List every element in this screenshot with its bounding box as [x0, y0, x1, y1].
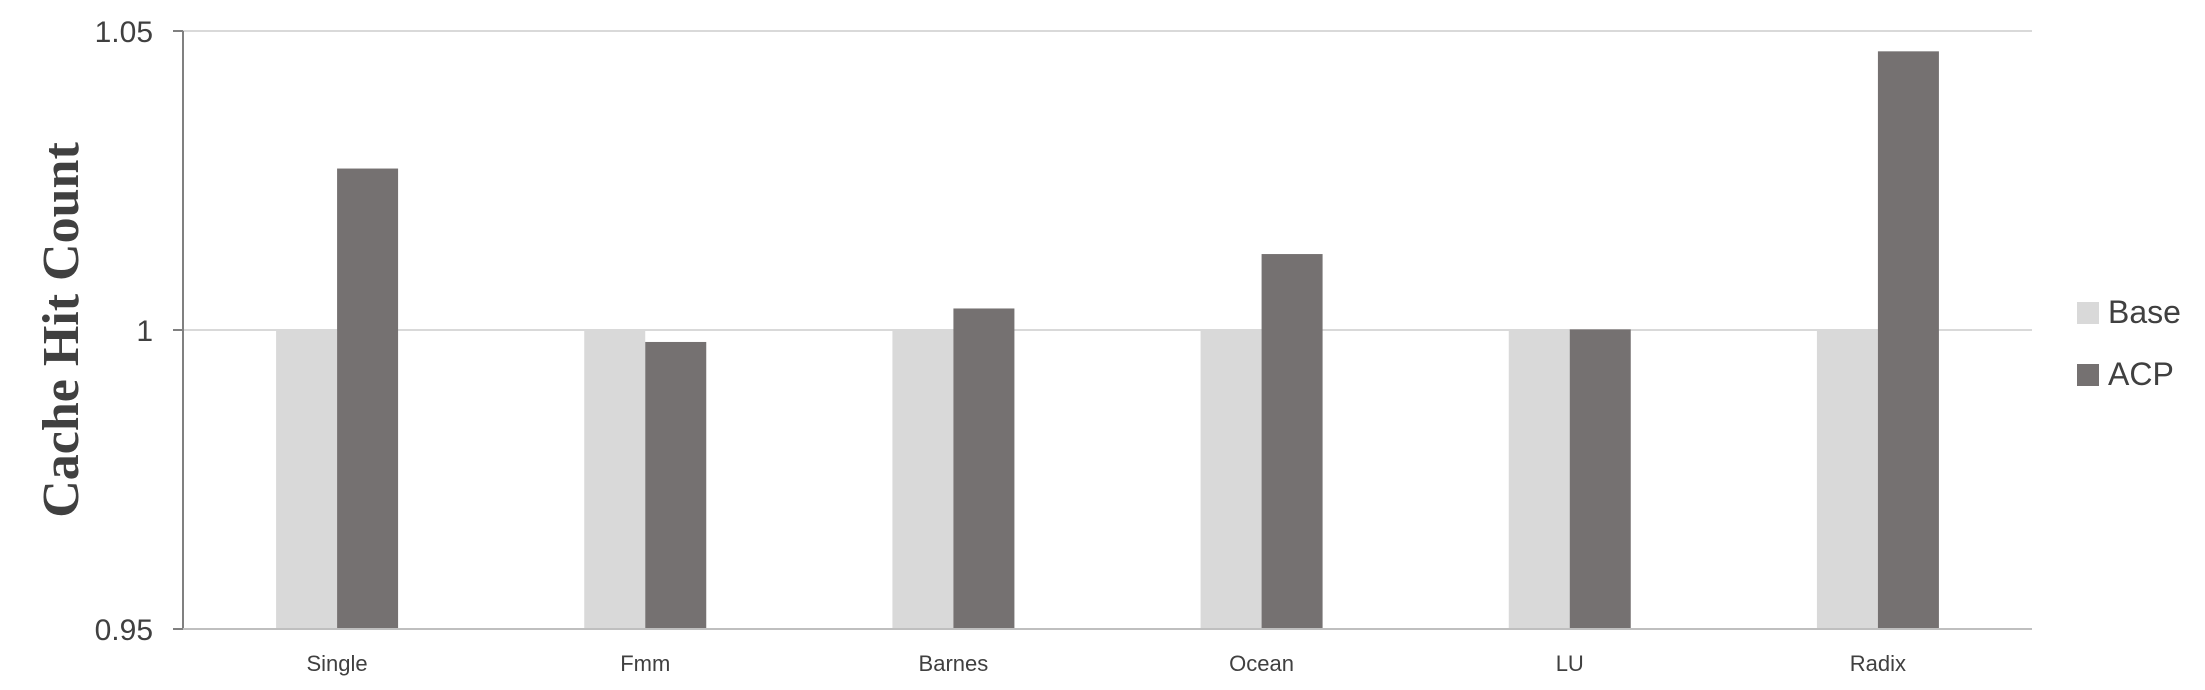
legend-swatch-acp: [2077, 364, 2099, 386]
bar-acp-fmm: [645, 341, 707, 629]
bar-acp-radix: [1877, 51, 1939, 629]
bar-acp-ocean: [1261, 254, 1323, 629]
bar-base-fmm: [584, 330, 646, 629]
axes: [173, 30, 2032, 630]
y-axis-title: Cache Hit Count: [33, 142, 90, 518]
x-tick-label: LU: [1556, 651, 1584, 676]
bar-acp-lu: [1569, 329, 1631, 629]
legend-swatch-base: [2077, 302, 2099, 324]
gridlines: [183, 30, 2032, 630]
bar-acp-barnes: [953, 308, 1015, 629]
bar-base-radix: [1816, 330, 1878, 629]
x-tick-label: Radix: [1850, 651, 1906, 676]
x-tick-label: Single: [307, 651, 368, 676]
bar-base-barnes: [892, 330, 954, 629]
y-tick-label: 0.95: [95, 614, 153, 647]
x-tick-label: Ocean: [1229, 651, 1294, 676]
x-category-labels: Single Fmm Barnes Ocean LU Radix: [307, 651, 1907, 676]
legend: Base ACP: [2077, 294, 2181, 392]
bar-base-ocean: [1200, 330, 1262, 629]
bar-base-lu: [1508, 330, 1570, 629]
y-tick-label: 1.05: [95, 16, 153, 49]
y-tick-labels: 0.95 1 1.05: [95, 16, 153, 647]
x-tick-label: Barnes: [919, 651, 989, 676]
legend-label-acp: ACP: [2108, 356, 2174, 392]
bars: [276, 51, 1939, 630]
bar-acp-single: [337, 168, 399, 630]
bar-base-single: [276, 330, 338, 629]
y-tick-label: 1: [136, 315, 153, 348]
legend-label-base: Base: [2108, 294, 2181, 330]
x-tick-label: Fmm: [620, 651, 670, 676]
